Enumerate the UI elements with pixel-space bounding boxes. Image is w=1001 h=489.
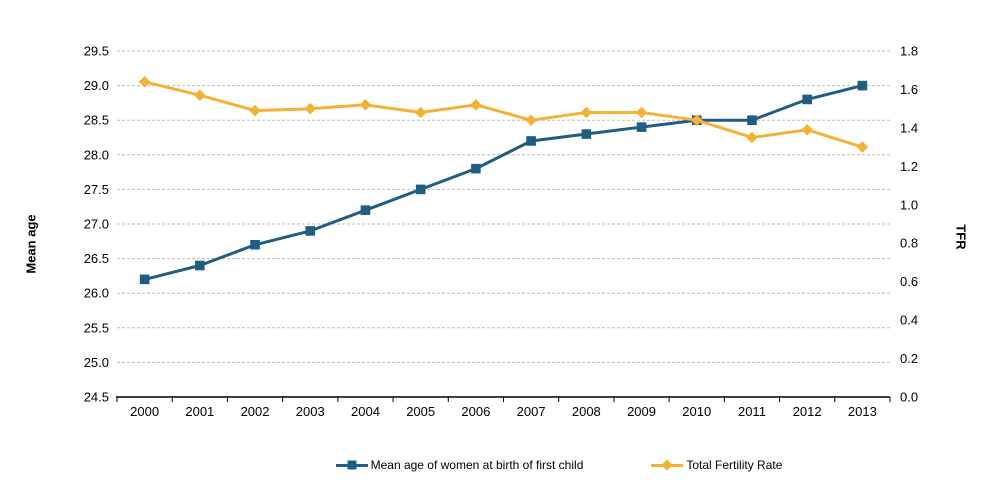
series-line-1 <box>144 80 863 149</box>
x-axis-year-label: 2004 <box>351 404 380 419</box>
right-axis-title: TFR <box>953 224 969 250</box>
right-axis-tick-label: 1.0 <box>900 197 918 212</box>
left-axis-tick-label: 24.5 <box>84 390 109 405</box>
x-axis-year-label: 2003 <box>296 404 325 419</box>
data-point-marker <box>580 106 593 119</box>
data-point-marker <box>359 99 372 111</box>
left-axis-tick-label: 29.5 <box>84 44 109 59</box>
right-axis-tick-label: 1.6 <box>900 82 918 97</box>
data-point-marker <box>525 114 537 126</box>
data-point-marker <box>195 260 205 271</box>
right-axis-tick-label: 0.6 <box>900 274 918 289</box>
left-axis-tick-label: 26.5 <box>84 251 109 266</box>
data-point-marker <box>690 114 703 126</box>
right-axis-tick-label: 1.8 <box>900 44 918 59</box>
data-point-marker <box>635 106 648 119</box>
data-point-marker <box>857 80 868 91</box>
data-point-marker <box>414 106 427 119</box>
x-axis-year-label: 2007 <box>517 404 546 419</box>
left-axis-tick-label: 27.0 <box>84 217 109 232</box>
legend-label-total-fertility-rate: Total Fertility Rate <box>686 458 783 472</box>
legend-item-mean-age: Mean age of women at birth of first chil… <box>335 458 584 472</box>
data-point-marker <box>305 226 316 236</box>
mean-age-series-marker-icon <box>335 459 368 471</box>
x-axis-year-label: 2010 <box>682 404 711 419</box>
data-point-marker <box>802 94 812 105</box>
x-axis-year-label: 2005 <box>406 404 435 419</box>
left-axis-tick-label: 29.0 <box>84 78 109 93</box>
data-point-marker <box>138 75 151 88</box>
legend-item-total-fertility-rate: Total Fertility Rate <box>651 458 782 472</box>
series-line-0 <box>144 84 863 281</box>
data-point-marker <box>360 205 371 215</box>
data-point-marker <box>304 102 317 115</box>
data-point-marker <box>470 99 482 111</box>
left-axis-tick-label: 28.0 <box>84 147 109 162</box>
left-axis-title: Mean age <box>23 214 39 274</box>
x-axis-year-label: 2008 <box>572 404 601 419</box>
left-axis-tick-label: 27.5 <box>84 182 109 197</box>
x-axis-year-label: 2009 <box>627 404 656 419</box>
data-point-marker <box>636 122 647 132</box>
left-axis-tick-label: 25.0 <box>84 355 109 370</box>
left-axis-tick-label: 25.5 <box>84 320 109 335</box>
chart-legend: Mean age of women at birth of first chil… <box>117 458 1001 472</box>
right-axis-tick-label: 0.0 <box>900 390 918 405</box>
data-point-marker <box>747 115 757 125</box>
right-axis-tick-label: 1.4 <box>900 120 918 135</box>
data-point-marker <box>856 141 869 153</box>
data-point-marker <box>801 124 813 136</box>
x-axis-year-label: 2000 <box>130 404 159 419</box>
tfr-series-marker-icon <box>651 459 684 471</box>
x-axis-year-label: 2011 <box>738 404 766 419</box>
data-point-marker <box>250 239 260 250</box>
data-point-marker <box>471 163 481 174</box>
right-axis-tick-label: 0.4 <box>900 313 918 328</box>
data-point-marker <box>415 184 426 195</box>
data-point-marker <box>581 129 592 139</box>
data-point-marker <box>526 136 536 146</box>
x-axis-year-label: 2013 <box>848 404 877 419</box>
x-axis-year-label: 2002 <box>241 404 270 419</box>
right-axis-tick-label: 0.2 <box>900 351 918 366</box>
x-axis-year-label: 2006 <box>461 404 490 419</box>
right-axis-tick-label: 0.8 <box>900 236 918 251</box>
data-point-marker <box>139 274 150 285</box>
right-axis-tick-label: 1.2 <box>900 159 918 174</box>
x-axis-year-label: 2012 <box>793 404 822 419</box>
legend-label-mean-age: Mean age of women at birth of first chil… <box>370 458 584 472</box>
data-point-marker <box>746 131 758 144</box>
left-axis-tick-label: 26.0 <box>84 286 109 301</box>
data-point-marker <box>249 104 261 117</box>
x-axis-year-label: 2001 <box>185 404 214 419</box>
left-axis-tick-label: 28.5 <box>84 113 109 128</box>
data-point-marker <box>194 89 206 102</box>
